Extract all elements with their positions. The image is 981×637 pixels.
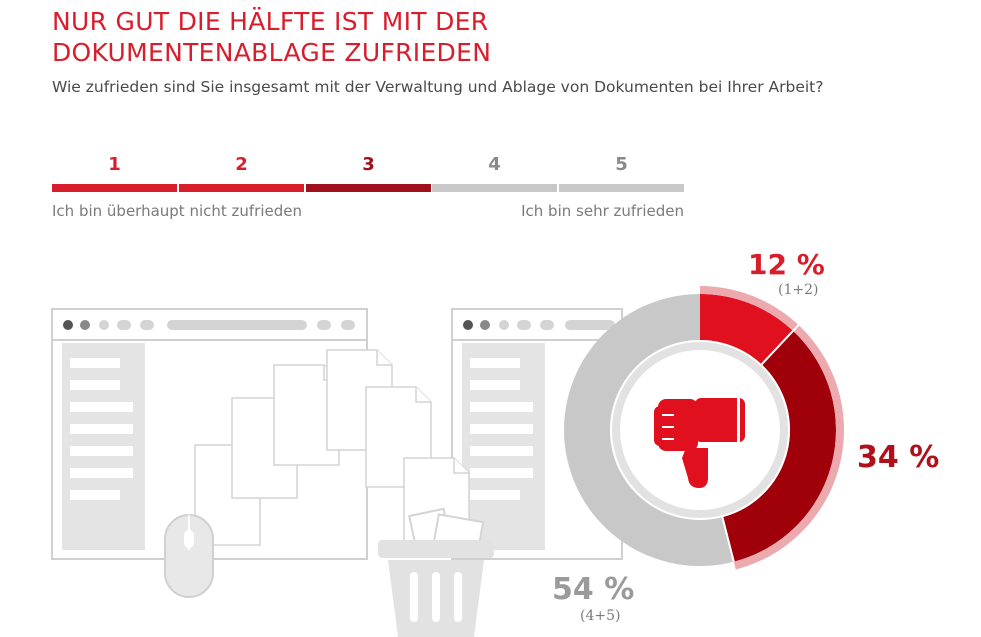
browser-toolbar-dots	[463, 320, 615, 330]
scale-number-5: 5	[615, 154, 628, 175]
data-sublabel-54: (4+5)	[580, 608, 621, 624]
title-line-1: NUR GUT DIE HÄLFTE IST MIT DER	[52, 7, 489, 36]
donut-slice-3	[722, 330, 836, 562]
scale-right-caption: Ich bin sehr zufrieden	[521, 202, 684, 220]
scale-left-caption: Ich bin überhaupt nicht zufrieden	[52, 202, 303, 220]
slice-separator	[760, 330, 794, 366]
trash-can-icon	[378, 507, 494, 637]
scale-bar-3	[306, 184, 431, 192]
scale-number-1: 1	[108, 154, 121, 175]
data-sublabel-12: (1+2)	[778, 282, 819, 298]
slice-separator	[721, 516, 735, 562]
title-line-2: DOKUMENTENABLAGE ZUFRIEDEN	[52, 38, 492, 67]
scale-item-3: 3	[306, 150, 431, 195]
scale-item-1: 1	[52, 150, 177, 195]
data-label-54: 54 %	[552, 572, 635, 607]
scale-number-3: 3	[362, 154, 375, 175]
scale-bar-2	[179, 184, 304, 192]
donut-inner-ring	[612, 342, 788, 518]
scale-item-5: 5	[559, 150, 684, 195]
donut-slice-4-5	[563, 294, 734, 566]
scale-item-2: 2	[179, 150, 304, 195]
ring-separator	[792, 323, 800, 332]
scale-bar-5	[559, 184, 684, 192]
donut-segments	[563, 286, 844, 570]
satisfaction-scale: 1 2 3 4 5 Ich bin überhaupt nicht zufrie…	[52, 150, 684, 220]
thumbs-down-icon	[654, 398, 745, 488]
scale-bar-1	[52, 184, 177, 192]
browser-toolbar-dots	[63, 320, 355, 330]
mouse-icon	[164, 514, 214, 598]
data-label-12: 12 %	[748, 248, 825, 281]
chart-title: NUR GUT DIE HÄLFTE IST MIT DER DOKUMENTE…	[52, 6, 952, 68]
donut-slice-1-2	[700, 294, 794, 365]
chart-subtitle: Wie zufrieden sind Sie insgesamt mit der…	[52, 78, 824, 96]
scale-item-4: 4	[432, 150, 557, 195]
scale-number-4: 4	[488, 154, 501, 175]
data-label-34: 34 %	[857, 440, 940, 475]
sidebar-rows	[470, 358, 533, 500]
sidebar-rows	[70, 358, 133, 500]
scale-bar-4	[432, 184, 557, 192]
scale-number-2: 2	[235, 154, 248, 175]
